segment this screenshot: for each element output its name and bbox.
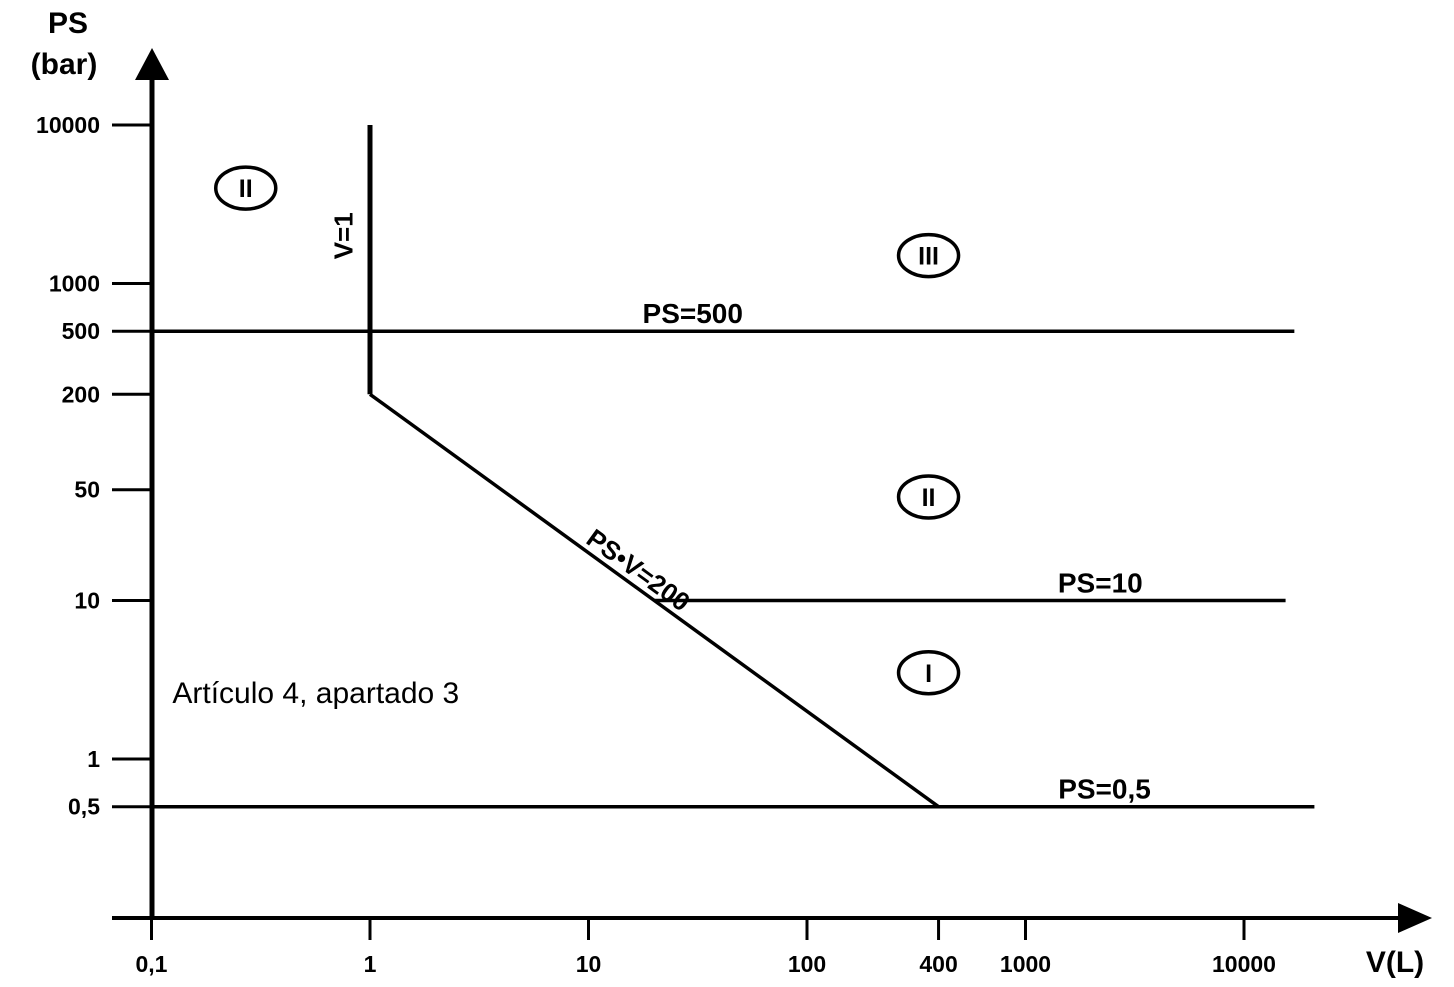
x-tick-label: 10 [576, 951, 602, 977]
y-axis-label-unit: (bar) [31, 48, 98, 81]
x-tick-label: 1 [364, 951, 377, 977]
y-tick-label: 50 [74, 477, 100, 503]
line-label: PS=0,5 [1058, 774, 1151, 805]
category-region-i: I [896, 650, 961, 696]
line-label: PS=10 [1058, 568, 1143, 599]
x-tick-label: 400 [919, 951, 957, 977]
region-label: I [925, 660, 932, 688]
category-region-iii: III [896, 232, 961, 279]
category-region-ii: II [214, 165, 278, 211]
category-region-ii: II [896, 474, 961, 520]
region-circle [896, 474, 961, 520]
x-tick-label: 1000 [1000, 951, 1051, 977]
x-tick-label: 10000 [1212, 951, 1276, 977]
region-circle [896, 650, 961, 696]
y-axis-label: PS [48, 7, 88, 40]
x-axis-label: V(L) [1366, 946, 1424, 979]
y-tick-label: 10 [74, 588, 100, 614]
region-circle [896, 232, 961, 279]
annotation: Artículo 4, apartado 3 [172, 677, 459, 710]
region-circle [214, 165, 278, 211]
line-label: PS•V=200 [581, 523, 696, 618]
region-label: II [922, 484, 936, 512]
y-axis-arrow-icon [135, 48, 169, 80]
x-axis-arrow-icon [1398, 903, 1432, 933]
x-tick-label: 0,1 [136, 951, 168, 977]
x-tick-label: 100 [788, 951, 826, 977]
y-tick-label: 1 [87, 746, 100, 772]
y-tick-label: 500 [62, 318, 100, 344]
line-label: PS=500 [643, 298, 743, 329]
y-tick-label: 200 [62, 381, 100, 407]
y-tick-label: 0,5 [68, 794, 100, 820]
region-label: II [239, 175, 253, 203]
y-tick-label: 1000 [49, 271, 100, 297]
y-tick-label: 10000 [36, 112, 100, 138]
region-label: III [918, 243, 939, 271]
line-label: V=1 [329, 212, 359, 259]
